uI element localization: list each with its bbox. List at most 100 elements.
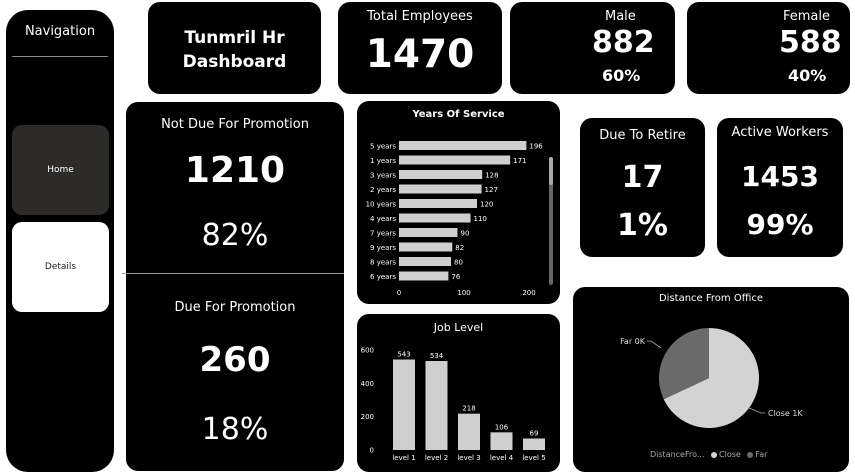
ys-category-label: 1 years — [370, 157, 396, 165]
ys-category-label: 7 years — [370, 230, 396, 238]
ys-x-tick: 0 — [397, 289, 401, 297]
legend-close-label[interactable]: Close — [719, 450, 741, 459]
due-promotion-value: 260 — [199, 340, 271, 380]
ys-category-label: 8 years — [370, 259, 396, 267]
ys-bar — [399, 257, 451, 266]
not-due-promotion-pct: 82% — [201, 218, 269, 253]
pie-leader-far — [647, 340, 662, 349]
job-level-chart: 0 200 400 600 543 level 1 534 level 2 218 level 3… — [361, 347, 546, 463]
distance-legend: DistanceFro... Close Far — [650, 450, 767, 459]
ys-value-label: 76 — [451, 273, 460, 281]
ys-x-tick: 100 — [457, 289, 470, 297]
female-pct: 40% — [788, 66, 827, 85]
jl-y-tick: 400 — [361, 380, 374, 388]
ys-bar — [399, 170, 483, 179]
scrollbar-thumb[interactable] — [549, 157, 553, 185]
male-label: Male — [605, 9, 636, 24]
jl-category-label: level 2 — [425, 454, 448, 462]
years-of-service-chart: 5 years 196 1 years 171 3 years 128 2 years 127… — [366, 141, 543, 297]
ys-bar — [399, 228, 458, 237]
years-of-service-scrollbar[interactable] — [549, 157, 553, 285]
nav-details-button[interactable]: Details — [12, 222, 109, 312]
ys-category-label: 6 years — [370, 273, 396, 281]
active-workers-pct: 99% — [746, 208, 814, 241]
jl-bar — [425, 361, 448, 450]
due-promotion-pct: 18% — [201, 412, 269, 447]
ys-value-label: 82 — [455, 244, 464, 252]
ys-category-label: 10 years — [366, 201, 397, 209]
total-employees-label: Total Employees — [367, 9, 473, 24]
not-due-promotion-card: Not Due For Promotion 1210 82% — [126, 102, 344, 274]
female-card: Female 588 40% — [687, 2, 850, 94]
due-to-retire-pct: 1% — [617, 208, 668, 243]
ys-bar — [399, 213, 471, 223]
pie-label-far: Far 0K — [620, 337, 646, 346]
promotion-divider — [122, 273, 344, 274]
jl-y-tick: 600 — [361, 347, 374, 355]
jl-value-label: 69 — [530, 430, 539, 438]
jl-bar — [490, 432, 513, 450]
not-due-promotion-value: 1210 — [184, 150, 286, 191]
ys-bar — [399, 271, 449, 281]
ys-category-label: 2 years — [370, 186, 396, 194]
ys-value-label: 80 — [454, 259, 463, 267]
years-of-service-card: Years Of Service 5 years 196 1 years 171 3 y… — [357, 101, 560, 304]
distance-card: Distance From Office Far 0K Close 1K Dist… — [573, 287, 849, 472]
nav-title: Navigation — [24, 24, 96, 39]
legend-far-dot — [747, 451, 754, 458]
ys-bar — [399, 141, 527, 150]
jl-value-label: 534 — [430, 352, 444, 360]
ys-value-label: 196 — [529, 143, 543, 151]
due-promotion-label: Due For Promotion — [174, 300, 296, 315]
distance-pie-chart: Far 0K Close 1K — [620, 328, 803, 428]
due-to-retire-value: 17 — [621, 160, 664, 195]
ys-value-label: 127 — [485, 186, 498, 194]
dashboard-title-line2: Dashboard — [182, 52, 287, 72]
ys-category-label: 3 years — [370, 172, 396, 180]
jl-value-label: 218 — [462, 405, 475, 413]
jl-y-tick: 0 — [370, 447, 374, 455]
pie-slice-close — [663, 328, 759, 428]
ys-value-label: 171 — [513, 157, 526, 165]
total-employees-value: 1470 — [365, 32, 475, 77]
male-card: Male 882 60% — [510, 2, 675, 94]
female-value: 588 — [779, 25, 842, 60]
active-workers-label: Active Workers — [731, 125, 829, 140]
ys-category-label: 9 years — [370, 244, 396, 252]
female-label: Female — [783, 9, 831, 24]
ys-value-label: 110 — [474, 215, 487, 223]
jl-category-label: level 5 — [522, 454, 545, 462]
ys-category-label: 5 years — [370, 143, 396, 151]
due-to-retire-card: Due To Retire 17 1% — [580, 118, 705, 257]
male-pct: 60% — [602, 66, 641, 85]
ys-category-label: 4 years — [370, 215, 396, 223]
pie-slice-far — [659, 328, 709, 400]
nav-home-button[interactable]: Home — [12, 125, 109, 215]
jl-bar — [458, 413, 480, 450]
pie-leader-close — [748, 407, 765, 414]
legend-close-dot — [711, 451, 718, 458]
nav-divider — [12, 56, 108, 57]
jl-bar — [393, 359, 415, 450]
navigation-panel: Navigation Home Details — [6, 10, 114, 472]
jl-y-tick: 200 — [361, 413, 374, 421]
ys-value-label: 90 — [461, 230, 470, 238]
jl-value-label: 106 — [495, 423, 509, 431]
distance-title: Distance From Office — [658, 293, 764, 304]
ys-bar — [399, 242, 453, 252]
pie-label-close: Close 1K — [768, 409, 803, 418]
jl-value-label: 543 — [397, 351, 410, 359]
active-workers-card: Active Workers 1453 99% — [717, 118, 843, 257]
active-workers-value: 1453 — [741, 160, 819, 193]
jl-category-label: level 4 — [490, 454, 514, 462]
not-due-promotion-label: Not Due For Promotion — [161, 117, 309, 132]
job-level-card: Job Level 0 200 400 600 543 level 1 534 level 2… — [357, 314, 560, 472]
ys-bar — [399, 155, 511, 165]
legend-far-label[interactable]: Far — [755, 450, 768, 459]
ys-value-label: 120 — [480, 201, 493, 209]
years-of-service-title: Years Of Service — [412, 109, 505, 120]
ys-value-label: 128 — [485, 172, 498, 180]
due-promotion-card: Due For Promotion 260 18% — [126, 274, 344, 471]
job-level-title: Job Level — [433, 321, 484, 334]
jl-bar — [523, 438, 545, 450]
